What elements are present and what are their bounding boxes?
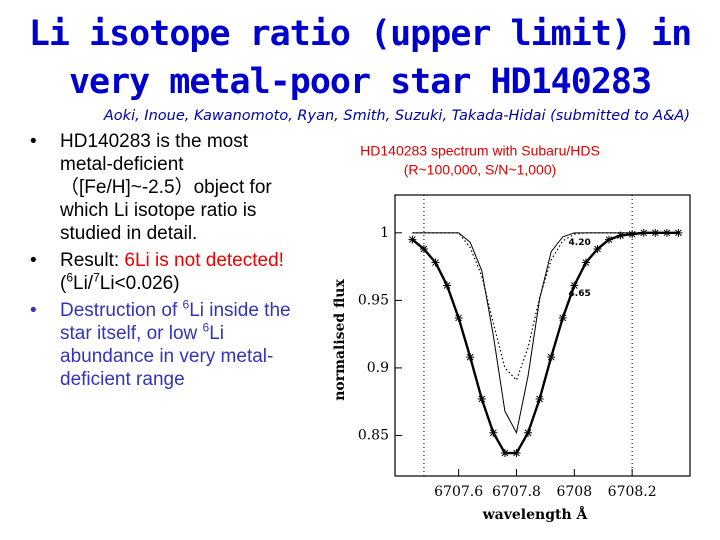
data-point: [466, 353, 475, 362]
data-point: [419, 245, 428, 254]
annotation: 4.20: [569, 238, 591, 248]
bullet-list: HD140283 is the most metal-deficient（[Fe…: [28, 130, 298, 395]
text: (: [60, 273, 67, 294]
text: Li inside the star itself, or low: [60, 300, 291, 344]
data-point: [454, 313, 463, 322]
y-tick-label: 0.95: [358, 292, 389, 308]
text: Li abundance in very metal-deficient ran…: [60, 323, 274, 390]
data-point: [408, 235, 417, 244]
x-tick-label: 6707.6: [434, 484, 483, 500]
chart: HD140283 spectrum with Subaru/HDS (R~100…: [332, 143, 691, 523]
data-point: [605, 235, 614, 244]
data-point: [558, 313, 567, 322]
data-point: [431, 258, 440, 267]
plot-frame: [394, 194, 691, 477]
y-tick-label: 0.9: [367, 360, 389, 376]
text: Destruction of: [60, 300, 183, 321]
data-point: [616, 231, 625, 240]
series-line: [412, 232, 679, 382]
chart-title: HD140283 spectrum with Subaru/HDS: [360, 143, 600, 159]
bullet: Destruction of 6Li inside the star itsel…: [28, 299, 298, 391]
y-tick-label: 1: [380, 225, 389, 241]
data-point: [593, 245, 602, 254]
data-point: [581, 258, 590, 267]
bullet: HD140283 is the most metal-deficient（[Fe…: [28, 130, 298, 245]
y-tick-label: 0.85: [358, 427, 389, 443]
title-line: very metal-poor star HD140283: [68, 62, 652, 102]
annotation: 4.65: [569, 289, 591, 299]
text: Li/: [73, 273, 94, 294]
bullet: Result: 6Li is not detected! (6Li/7Li<0.0…: [28, 249, 298, 295]
data-point: [443, 281, 452, 290]
y-axis-label: normalised flux: [332, 279, 348, 401]
superscript: 6: [202, 320, 210, 335]
data-point: [500, 449, 509, 458]
x-tick-label: 6708.2: [608, 484, 657, 500]
authors: Aoki, Inoue, Kawanomoto, Ryan, Smith, Su…: [103, 108, 690, 124]
superscript: 6: [66, 270, 74, 285]
data-point: [512, 449, 521, 458]
series-line: [411, 231, 679, 455]
superscript: 6: [182, 297, 190, 312]
data-point: [477, 394, 486, 403]
series-line: [412, 232, 679, 435]
x-axis-label: wavelength Å: [482, 505, 589, 523]
text: HD140283 is the most metal-deficient（[Fe…: [60, 131, 272, 244]
chart-subtitle: (R~100,000, S/N~1,000): [404, 162, 557, 178]
text: Li<0.026): [99, 273, 180, 294]
highlight: 6Li is not detected!: [124, 250, 284, 271]
data-point: [547, 353, 556, 362]
data-point: [535, 394, 544, 403]
data-point: [570, 281, 579, 290]
title-line: Li isotope ratio (upper limit) in: [28, 14, 692, 54]
superscript: 7: [93, 270, 100, 285]
data-point: [524, 428, 533, 437]
data-point: [628, 230, 637, 239]
x-tick-label: 6707.8: [492, 484, 541, 500]
data-point: [489, 428, 498, 437]
text: Result:: [60, 250, 125, 271]
x-tick-label: 6708: [556, 484, 592, 500]
